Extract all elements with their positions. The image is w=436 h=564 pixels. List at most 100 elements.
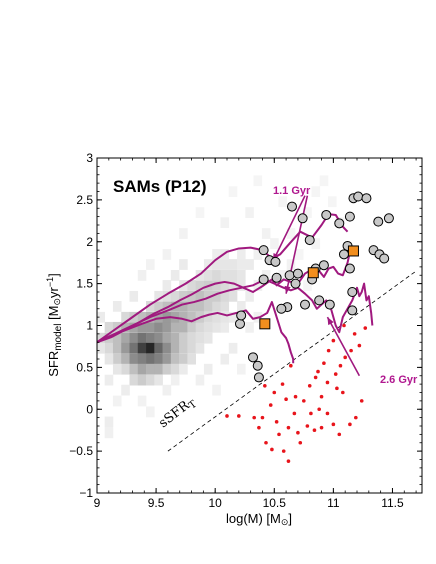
y-axis-ticks: −1 −0.5 0 0.5 1 1.5 2 2.5 3 <box>69 151 422 500</box>
red-dot <box>319 425 324 430</box>
y-tick-label: 0.5 <box>76 360 93 374</box>
density-cell <box>104 416 114 428</box>
circle-point <box>248 352 258 363</box>
y-axis-label-sub: model <box>53 324 64 351</box>
density-cell <box>104 342 114 354</box>
red-dot <box>298 440 303 445</box>
circle-point <box>258 245 269 256</box>
x-tick-label: 10.5 <box>263 496 287 510</box>
density-cell <box>220 311 230 323</box>
circle-point <box>300 299 310 310</box>
red-dot <box>312 428 317 432</box>
density-cell <box>220 280 230 291</box>
red-dot <box>341 390 345 395</box>
density-cell <box>137 311 147 323</box>
density-cell <box>170 342 180 354</box>
density-cell <box>146 301 155 312</box>
density-cell <box>121 342 130 354</box>
red-dot <box>302 399 306 403</box>
density-cell <box>237 259 246 270</box>
circle-point <box>235 318 245 329</box>
arrow-shaft <box>272 195 306 262</box>
density-cell <box>270 238 279 249</box>
density-cell <box>237 280 246 291</box>
red-dot <box>331 422 336 427</box>
ssfr-threshold <box>167 270 417 452</box>
density-cell <box>97 342 105 354</box>
density-cell <box>195 290 205 302</box>
density-cell <box>203 321 213 333</box>
red-dot <box>281 449 286 453</box>
x-axis-label-main: log(M) [M <box>226 511 281 526</box>
density-cell <box>311 238 321 249</box>
density-cell <box>311 186 321 198</box>
density-cell <box>237 249 246 260</box>
y-tick-label: 0 <box>86 402 93 416</box>
density-cell <box>129 353 139 365</box>
density-cell <box>220 217 230 229</box>
annotation-1-1-gyr: 1.1 Gyr <box>273 185 311 197</box>
density-cell <box>137 342 147 354</box>
density-cell <box>146 363 155 375</box>
density-cell <box>162 280 172 291</box>
red-dot <box>322 361 326 365</box>
density-cell <box>237 270 246 281</box>
density-cell <box>328 196 337 208</box>
density-cell <box>203 311 213 323</box>
density-cell <box>162 301 172 312</box>
density-cell <box>97 311 105 323</box>
red-dot <box>326 348 331 353</box>
circle-point <box>361 193 372 204</box>
density-cell <box>170 363 180 375</box>
red-dot <box>260 415 265 420</box>
density-cell <box>187 342 196 354</box>
density-cell <box>121 311 130 323</box>
density-cell <box>212 321 221 333</box>
density-cell <box>162 363 172 375</box>
red-dot <box>352 332 357 336</box>
density-cell <box>179 321 188 333</box>
y-axis-label-unit-sun: ⊙ <box>52 298 62 306</box>
density-cell <box>104 374 114 386</box>
red-dot <box>305 424 310 428</box>
red-dot <box>289 363 293 368</box>
circle-point <box>258 274 269 285</box>
density-cell <box>220 321 230 333</box>
density-cell <box>146 321 155 333</box>
density-cell <box>154 342 163 354</box>
density-cell <box>203 290 213 302</box>
density-cell <box>179 332 188 344</box>
density-cell <box>278 196 287 208</box>
density-cell <box>162 353 172 365</box>
density-cell <box>179 259 188 270</box>
x-tick-label: 10 <box>209 496 223 510</box>
red-dot <box>225 414 229 418</box>
density-cell <box>137 353 147 365</box>
density-cell <box>245 290 254 302</box>
density-cell <box>261 228 271 239</box>
density-cell <box>112 332 122 344</box>
density-cell <box>187 332 196 344</box>
red-dot <box>333 372 338 376</box>
red-dot <box>359 399 364 403</box>
circle-point <box>318 260 329 271</box>
circle-point <box>271 272 282 283</box>
red-dot <box>363 326 368 330</box>
density-cell <box>195 207 205 218</box>
density-cell <box>228 290 238 302</box>
density-cell <box>154 332 163 344</box>
x-axis-label-sun: ⊙ <box>281 517 289 527</box>
circle-point <box>334 218 345 229</box>
circle-point <box>292 268 303 279</box>
red-dot <box>264 440 268 445</box>
y-axis-label-main: SFR <box>46 351 61 377</box>
y-axis-label: SFRmodel [M⊙yr−1] <box>45 273 64 377</box>
density-cell <box>121 363 130 375</box>
circle-point <box>379 253 390 264</box>
y-tick-label: 1.5 <box>76 277 93 291</box>
red-dot <box>270 447 274 452</box>
density-cell <box>212 290 221 302</box>
density-cell <box>154 374 163 386</box>
density-cell <box>154 321 163 333</box>
